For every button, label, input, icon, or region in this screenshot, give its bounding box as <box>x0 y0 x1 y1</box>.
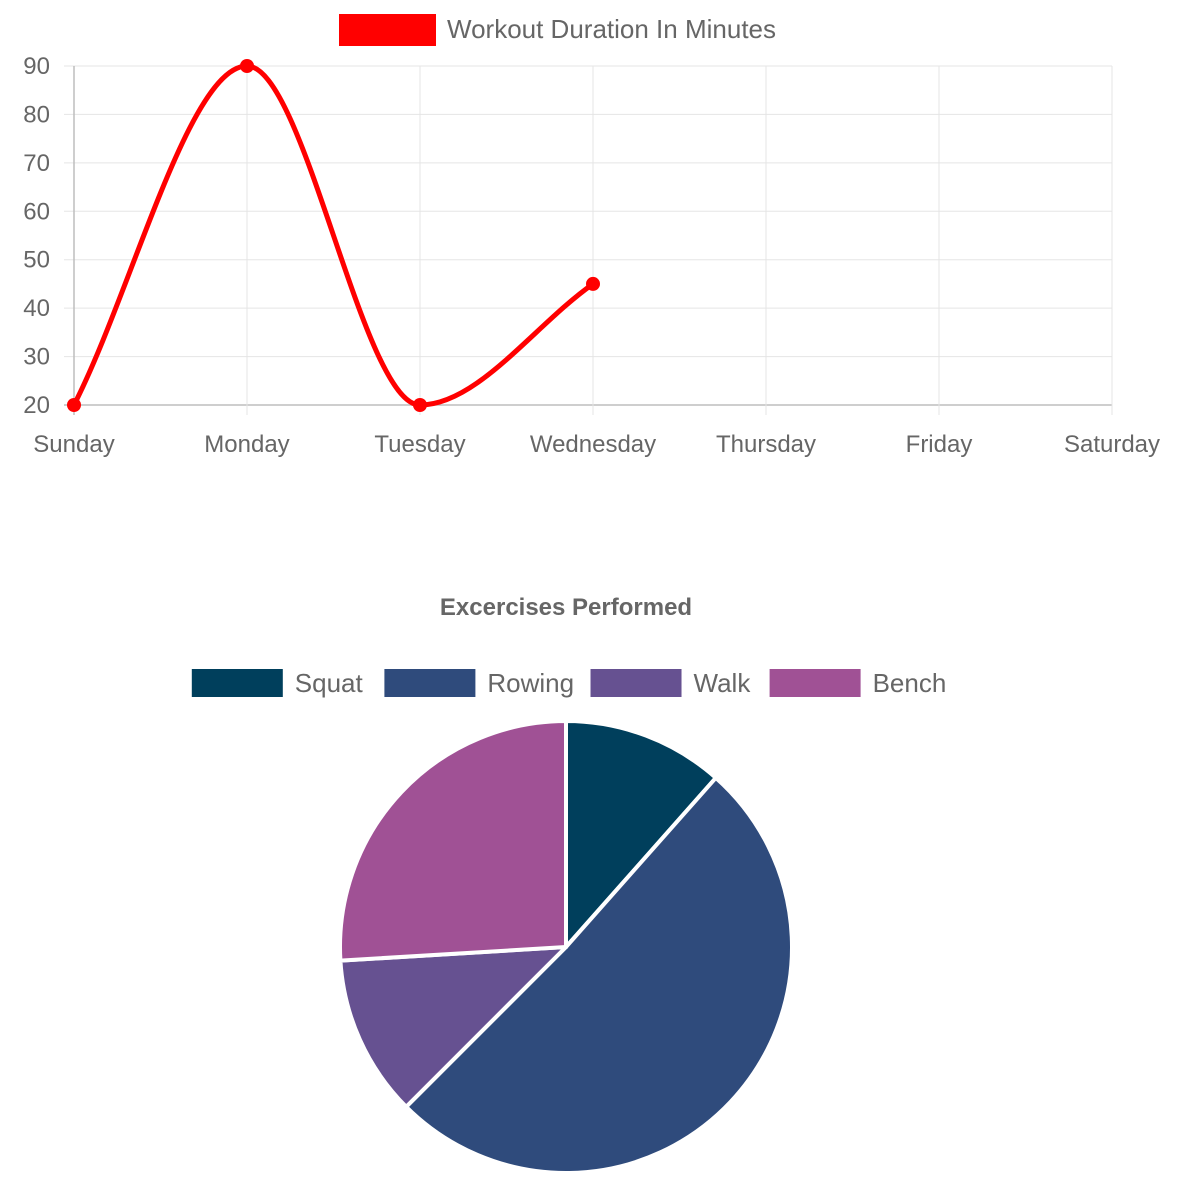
pie-legend-swatch <box>384 669 476 697</box>
x-tick-label: Monday <box>204 431 289 458</box>
line-legend[interactable]: Workout Duration In Minutes <box>339 14 776 46</box>
line-point[interactable] <box>67 398 81 412</box>
x-tick-label: Wednesday <box>530 431 656 458</box>
pie-slice-squat[interactable] <box>564 719 718 949</box>
line-y-axis-ticks: 20 30 40 50 60 70 80 90 <box>23 53 50 419</box>
x-tick-label: Friday <box>906 431 973 458</box>
pie-slice-rowing[interactable] <box>404 775 794 1175</box>
x-tick-label: Tuesday <box>374 431 465 458</box>
line-point[interactable] <box>413 398 427 412</box>
y-tick-label: 50 <box>23 247 50 274</box>
y-tick-label: 70 <box>23 150 50 177</box>
pie-legend-swatch <box>769 669 861 697</box>
line-x-axis-ticks: Sunday Monday Tuesday Wednesday Thursday Frid… <box>33 431 1160 458</box>
x-tick-label: Thursday <box>716 431 816 458</box>
line-points <box>67 59 600 412</box>
pie-legend-label: Squat <box>295 668 364 698</box>
y-tick-label: 40 <box>23 295 50 322</box>
line-legend-label: Workout Duration In Minutes <box>447 14 776 44</box>
pie-title: Excercises Performed <box>440 594 692 621</box>
line-legend-swatch <box>339 14 436 46</box>
pie-legend-swatch <box>191 669 283 697</box>
pie-chart: Excercises Performed Squat Rowing Walk Benc… <box>191 594 947 1175</box>
line-point[interactable] <box>586 276 600 291</box>
pie-legend-swatch <box>590 669 682 697</box>
pie-slice-walk[interactable] <box>338 945 568 1109</box>
pie-slices <box>338 719 794 1175</box>
line-grid <box>64 65 1113 415</box>
line-point[interactable] <box>240 59 254 73</box>
y-tick-label: 80 <box>23 101 50 128</box>
y-tick-label: 90 <box>23 53 50 80</box>
pie-legend[interactable]: Squat Rowing Walk Bench <box>191 668 947 698</box>
pie-legend-label: Rowing <box>487 668 574 698</box>
x-tick-label: Saturday <box>1064 431 1160 458</box>
line-series-path <box>71 63 595 408</box>
y-tick-label: 20 <box>23 392 50 419</box>
pie-legend-label: Bench <box>873 668 947 698</box>
pie-legend-label: Walk <box>694 668 752 698</box>
pie-slice-bench[interactable] <box>338 719 568 963</box>
line-chart: Workout Duration In Minutes 20 30 40 50 60 70… <box>23 14 1160 458</box>
y-tick-label: 30 <box>23 344 50 371</box>
y-tick-label: 60 <box>23 198 50 225</box>
x-tick-label: Sunday <box>33 431 114 458</box>
